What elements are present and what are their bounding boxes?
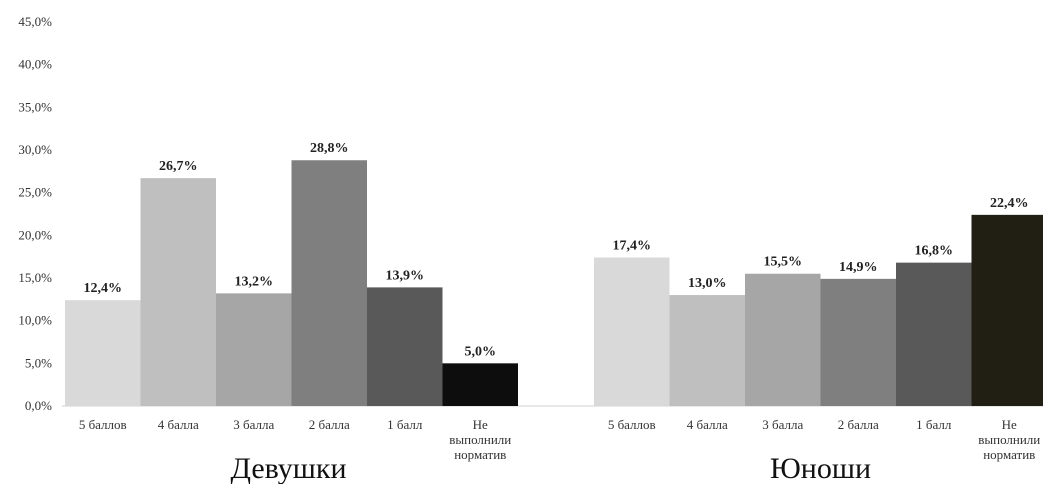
category-label: 5 баллов [608,417,656,432]
group-label: Девушки [230,452,346,484]
data-label: 28,8% [310,141,349,156]
bar [65,300,141,406]
group-label: Юноши [770,452,871,484]
category-label-line: норматив [983,447,1035,462]
category-label-line: 4 балла [158,417,199,432]
bar [442,363,518,406]
category-label-line: 1 балл [916,417,952,432]
bar [140,178,216,406]
category-label-line: 3 балла [233,417,274,432]
bar [971,214,1043,406]
y-tick-label: 30,0% [18,142,52,157]
bar [896,262,972,406]
data-label: 22,4% [990,196,1029,211]
category-label-line: норматив [454,447,506,462]
category-label-line: 3 балла [762,417,803,432]
category-label-line: выполнили [978,432,1040,447]
data-label: 15,5% [764,255,803,270]
data-label: 14,9% [839,260,878,275]
category-label-line: 5 баллов [79,417,127,432]
y-tick-label: 10,0% [18,313,52,328]
category-label-line: Не [473,417,488,432]
group-labels: Девушки Юноши [230,452,871,484]
category-label-line: 4 балла [687,417,728,432]
y-tick-label: 45,0% [18,14,52,29]
bar [594,257,670,406]
y-tick-label: 35,0% [18,99,52,114]
y-tick-label: 0,0% [25,398,52,413]
y-tick-label: 5,0% [25,355,52,370]
bar [291,160,367,406]
category-label: 3 балла [762,417,803,432]
bar [820,278,896,406]
category-label: 1 балл [387,417,423,432]
y-tick-label: 20,0% [18,227,52,242]
bar [216,293,292,406]
bars [65,160,1043,406]
data-label: 13,0% [688,276,727,291]
y-axis: 0,0% 5,0% 10,0% 15,0% 20,0% 25,0% 30,0% 35,0% 40… [18,14,52,413]
category-label-line: 1 балл [387,417,423,432]
category-label-line: 2 балла [309,417,350,432]
category-label: 4 балла [687,417,728,432]
category-label-line: выполнили [449,432,511,447]
category-label: 4 балла [158,417,199,432]
category-label-line: 5 баллов [608,417,656,432]
y-tick-label: 40,0% [18,57,52,72]
data-label: 13,2% [235,274,274,289]
category-label-line: 2 балла [838,417,879,432]
category-label: Не выполнили норматив [978,417,1040,462]
category-label-line: Не [1002,417,1017,432]
data-label: 12,4% [84,281,123,296]
y-tick-label: 15,0% [18,270,52,285]
category-label: Не выполнили норматив [449,417,511,462]
data-label: 17,4% [613,239,652,254]
data-label: 16,8% [915,244,954,259]
category-labels: 5 баллов 4 балла 3 балла 2 балла 1 балл Не вып… [79,417,1040,462]
category-label: 1 балл [916,417,952,432]
data-label: 5,0% [465,344,497,359]
data-label: 13,9% [386,268,425,283]
category-label: 3 балла [233,417,274,432]
bar [367,287,443,406]
category-label: 2 балла [309,417,350,432]
bar [745,273,821,406]
category-label: 2 балла [838,417,879,432]
data-labels: 12,4% 26,7% 13,2% 28,8% 13,9% 5,0% 17,4% 13,0% 1… [84,141,1029,359]
category-label: 5 баллов [79,417,127,432]
y-tick-label: 25,0% [18,185,52,200]
data-label: 26,7% [159,159,198,174]
bar [669,295,745,406]
